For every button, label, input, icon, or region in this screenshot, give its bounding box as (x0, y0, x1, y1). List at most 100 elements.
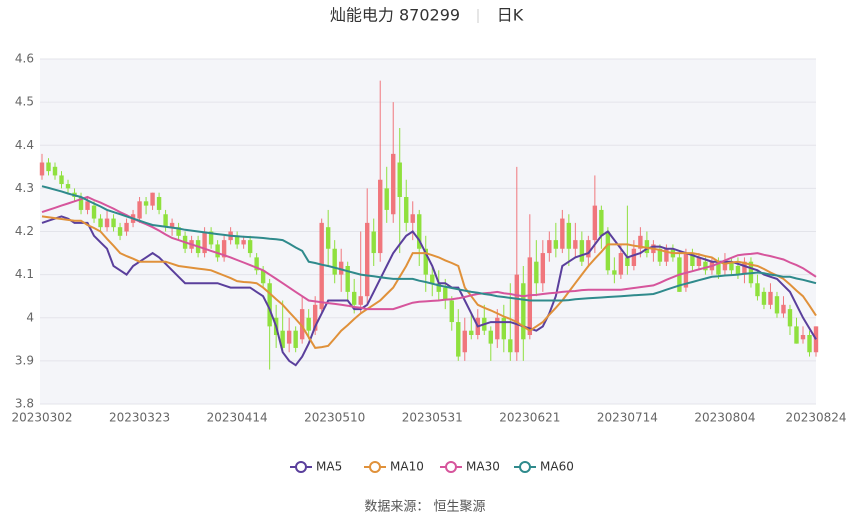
candle-body (143, 201, 149, 206)
candle-body (443, 287, 448, 301)
candle-body (735, 266, 741, 275)
ma-line (41, 185, 817, 302)
y-tick-label: 4.1 (15, 267, 34, 281)
chart-title: 灿能电力 870299 (330, 6, 460, 25)
candle-body (332, 248, 337, 275)
candle-body (156, 197, 162, 210)
candle-body (169, 222, 175, 228)
y-tick-label: 3.8 (15, 397, 34, 411)
candle-body (280, 330, 285, 348)
candle-body (378, 179, 383, 254)
candle-body (469, 330, 474, 335)
x-tick-label: 20230510 (304, 411, 365, 425)
candle-body (514, 274, 520, 353)
legend-label: MA30 (466, 460, 500, 474)
candle-body (286, 330, 292, 344)
candle-body (813, 326, 819, 353)
candle-body (254, 257, 259, 271)
candle-body (586, 240, 591, 258)
candle-body (163, 214, 168, 228)
candle-body (325, 227, 331, 249)
source-note: 数据来源： 恒生聚源 (364, 500, 485, 515)
candle-body (449, 300, 454, 323)
candle-body (495, 317, 500, 340)
legend-marker (369, 461, 381, 473)
candle-body (462, 330, 467, 353)
candle-body (137, 201, 142, 219)
y-tick-label: 4.3 (15, 181, 34, 195)
candle-body (488, 330, 493, 344)
candle-body (371, 231, 376, 254)
candle-body (59, 175, 64, 185)
candle-body (501, 317, 506, 340)
candle-body (241, 240, 246, 245)
candle-body (638, 235, 643, 249)
candle-body (657, 248, 663, 262)
candle-body (560, 218, 565, 249)
candle-body (696, 257, 702, 266)
x-tick-label: 20230414 (207, 411, 268, 425)
candle-body (345, 266, 350, 292)
candle-body (690, 253, 695, 266)
legend-marker (519, 461, 531, 473)
x-tick-label: 20230323 (109, 411, 170, 425)
candle-body (664, 248, 669, 262)
candle-body (299, 309, 305, 340)
candle-body (404, 197, 409, 223)
x-tick-label: 20230531 (402, 411, 463, 425)
candle-body (98, 218, 103, 228)
candle-body (540, 253, 546, 284)
candle-body (436, 283, 441, 292)
candle-body (312, 304, 318, 331)
candle-body (573, 240, 578, 249)
candle-body (358, 296, 363, 305)
candle-body (117, 227, 123, 236)
candle-body (365, 222, 370, 297)
candle-body (319, 222, 324, 310)
candle-body (599, 209, 604, 236)
legend-marker (295, 461, 307, 473)
candle-body (722, 261, 728, 271)
candle-body (768, 291, 773, 305)
candle-body (612, 270, 617, 275)
candle-body (605, 231, 611, 271)
y-tick-label: 3.9 (15, 353, 34, 367)
candle-body (391, 153, 396, 215)
candle-body (52, 166, 58, 176)
candle-body (423, 248, 428, 275)
candle-body (508, 339, 513, 353)
candle-body (618, 253, 624, 275)
candle-body (456, 322, 461, 357)
x-tick-label: 20230714 (597, 411, 658, 425)
candle-body (91, 205, 97, 219)
candle-body (124, 222, 129, 232)
candle-body (534, 261, 539, 284)
candle-body (742, 261, 747, 275)
y-tick-label: 4.5 (15, 95, 34, 109)
candle-body (794, 326, 799, 344)
candle-body (579, 240, 585, 262)
candle-body (150, 192, 155, 206)
candle-body (215, 244, 220, 258)
candle-body (521, 283, 526, 340)
candle-body (774, 296, 780, 314)
candle-body (644, 240, 650, 254)
candle-body (553, 240, 559, 249)
candle-body (410, 214, 415, 223)
legend-label: MA60 (540, 460, 574, 474)
candle-body (547, 240, 552, 254)
candle-body (202, 231, 207, 254)
candle-body (306, 317, 311, 331)
ma-line (41, 215, 817, 349)
candle-body (592, 205, 598, 241)
candle-body (234, 235, 240, 245)
candle-body (208, 231, 214, 245)
x-tick-label: 20230824 (785, 411, 846, 425)
y-tick-label: 4.6 (15, 52, 34, 66)
candle-body (221, 240, 227, 258)
candle-body (755, 283, 760, 297)
candle-body (65, 184, 71, 189)
candle-body (293, 330, 298, 348)
candle-body (267, 283, 272, 327)
